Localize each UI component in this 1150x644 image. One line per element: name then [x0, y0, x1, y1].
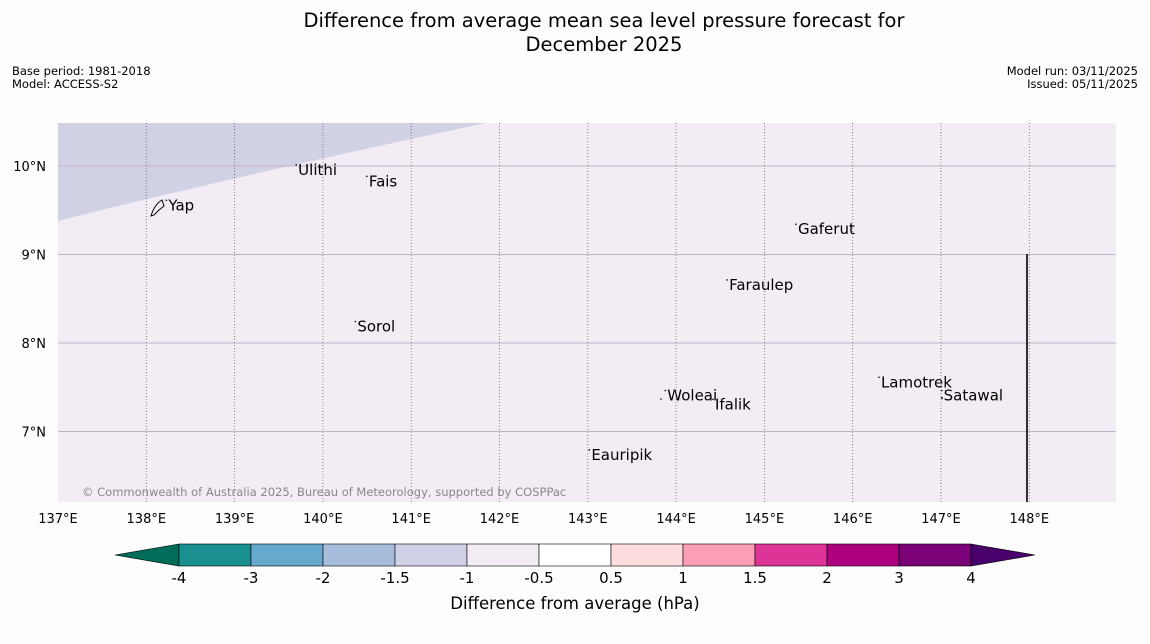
- lon-label: 144°E: [656, 512, 696, 527]
- island-dot: [726, 279, 728, 281]
- title-line-1: Difference from average mean sea level p…: [303, 9, 905, 32]
- colorbar-segment: [682, 543, 756, 567]
- model-run: Model run: 03/11/2025: [1006, 64, 1138, 78]
- colorbar-tick-label: -1.5: [380, 569, 409, 587]
- place-label: Ulithi: [298, 161, 337, 179]
- island-dot: [660, 398, 662, 400]
- colorbar-tick-label: 0.5: [599, 569, 623, 587]
- lat-label: 7°N: [22, 426, 47, 441]
- colorbar-segment: [826, 543, 900, 567]
- colorbar-segment: [394, 543, 468, 567]
- place-label: Faraulep: [729, 276, 793, 294]
- pressure-anomaly-region: [58, 123, 485, 221]
- place-label: Yap: [167, 196, 194, 214]
- colorbar-segment: [250, 543, 324, 567]
- colorbar-tick-label: 4: [966, 569, 976, 587]
- lon-label: 141°E: [391, 512, 431, 527]
- colorbar-tick-label: -2: [316, 569, 331, 587]
- colorbar-label: Difference from average (hPa): [450, 594, 699, 613]
- lon-label: 143°E: [568, 512, 608, 527]
- colorbar-under-arrow: [114, 543, 180, 567]
- base-period: Base period: 1981-2018: [12, 64, 151, 78]
- colorbar-tick-label: -1: [460, 569, 475, 587]
- place-label: Gaferut: [798, 220, 855, 238]
- island-dot: [941, 397, 943, 399]
- colorbar-segment: [538, 543, 612, 567]
- colorbar-over-arrow: [970, 543, 1036, 567]
- colorbar-segment: [466, 543, 540, 567]
- lon-label: 146°E: [833, 512, 873, 527]
- island-dot: [940, 389, 943, 392]
- island-dot: [712, 398, 714, 401]
- lat-label: 10°N: [13, 160, 46, 175]
- lon-label: 148°E: [1010, 512, 1050, 527]
- colorbar-tick-label: 2: [822, 569, 832, 587]
- colorbar-tick-label: 1.5: [743, 569, 767, 587]
- island-dot: [295, 164, 297, 166]
- map-title: Difference from average mean sea level p…: [0, 9, 1150, 57]
- meta-right: Model run: 03/11/2025 Issued: 05/11/2025: [1007, 65, 1138, 91]
- meta-left: Base period: 1981-2018 Model: ACCESS-S2: [12, 65, 151, 91]
- island-dot: [588, 449, 591, 451]
- place-label: Lamotrek: [881, 373, 952, 391]
- colorbar-segment: [610, 543, 684, 567]
- place-label: Sorol: [357, 317, 395, 335]
- colorbar-tick-label: -4: [172, 569, 187, 587]
- lon-label: 142°E: [480, 512, 520, 527]
- island-dot: [664, 389, 667, 392]
- island-dot: [795, 223, 797, 225]
- island-dot: [165, 199, 168, 202]
- colorbar-segment: [178, 543, 252, 567]
- copyright-text: © Commonwealth of Australia 2025, Bureau…: [82, 485, 566, 499]
- island-dot: [878, 376, 880, 379]
- place-label: Fais: [369, 172, 398, 190]
- colorbar-tick-label: 1: [678, 569, 688, 587]
- lon-label: 145°E: [745, 512, 785, 527]
- lat-label: 8°N: [22, 337, 47, 352]
- island-dot: [354, 320, 357, 323]
- place-label: Eauripik: [591, 446, 652, 464]
- place-label: Satawal: [944, 387, 1003, 405]
- lon-label: 140°E: [303, 512, 343, 527]
- yap-island-shape: [150, 199, 165, 217]
- island-dot: [366, 175, 368, 178]
- colorbar-segment: [754, 543, 828, 567]
- lon-label: 137°E: [38, 512, 78, 527]
- issued-date: Issued: 05/11/2025: [1027, 77, 1138, 91]
- lon-label: 147°E: [921, 512, 961, 527]
- colorbar-tick-label: -3: [244, 569, 259, 587]
- colorbar-tick-label: -0.5: [524, 569, 553, 587]
- title-line-2: December 2025: [525, 33, 683, 56]
- lat-label: 9°N: [22, 249, 47, 264]
- model-name: Model: ACCESS-S2: [12, 77, 119, 91]
- place-label: Woleai: [667, 387, 717, 405]
- colorbar-segment: [322, 543, 396, 567]
- lon-label: 139°E: [215, 512, 255, 527]
- colorbar-segment: [898, 543, 972, 567]
- colorbar-tick-label: 3: [894, 569, 904, 587]
- place-label: Ifalik: [715, 395, 751, 413]
- lon-label: 138°E: [127, 512, 167, 527]
